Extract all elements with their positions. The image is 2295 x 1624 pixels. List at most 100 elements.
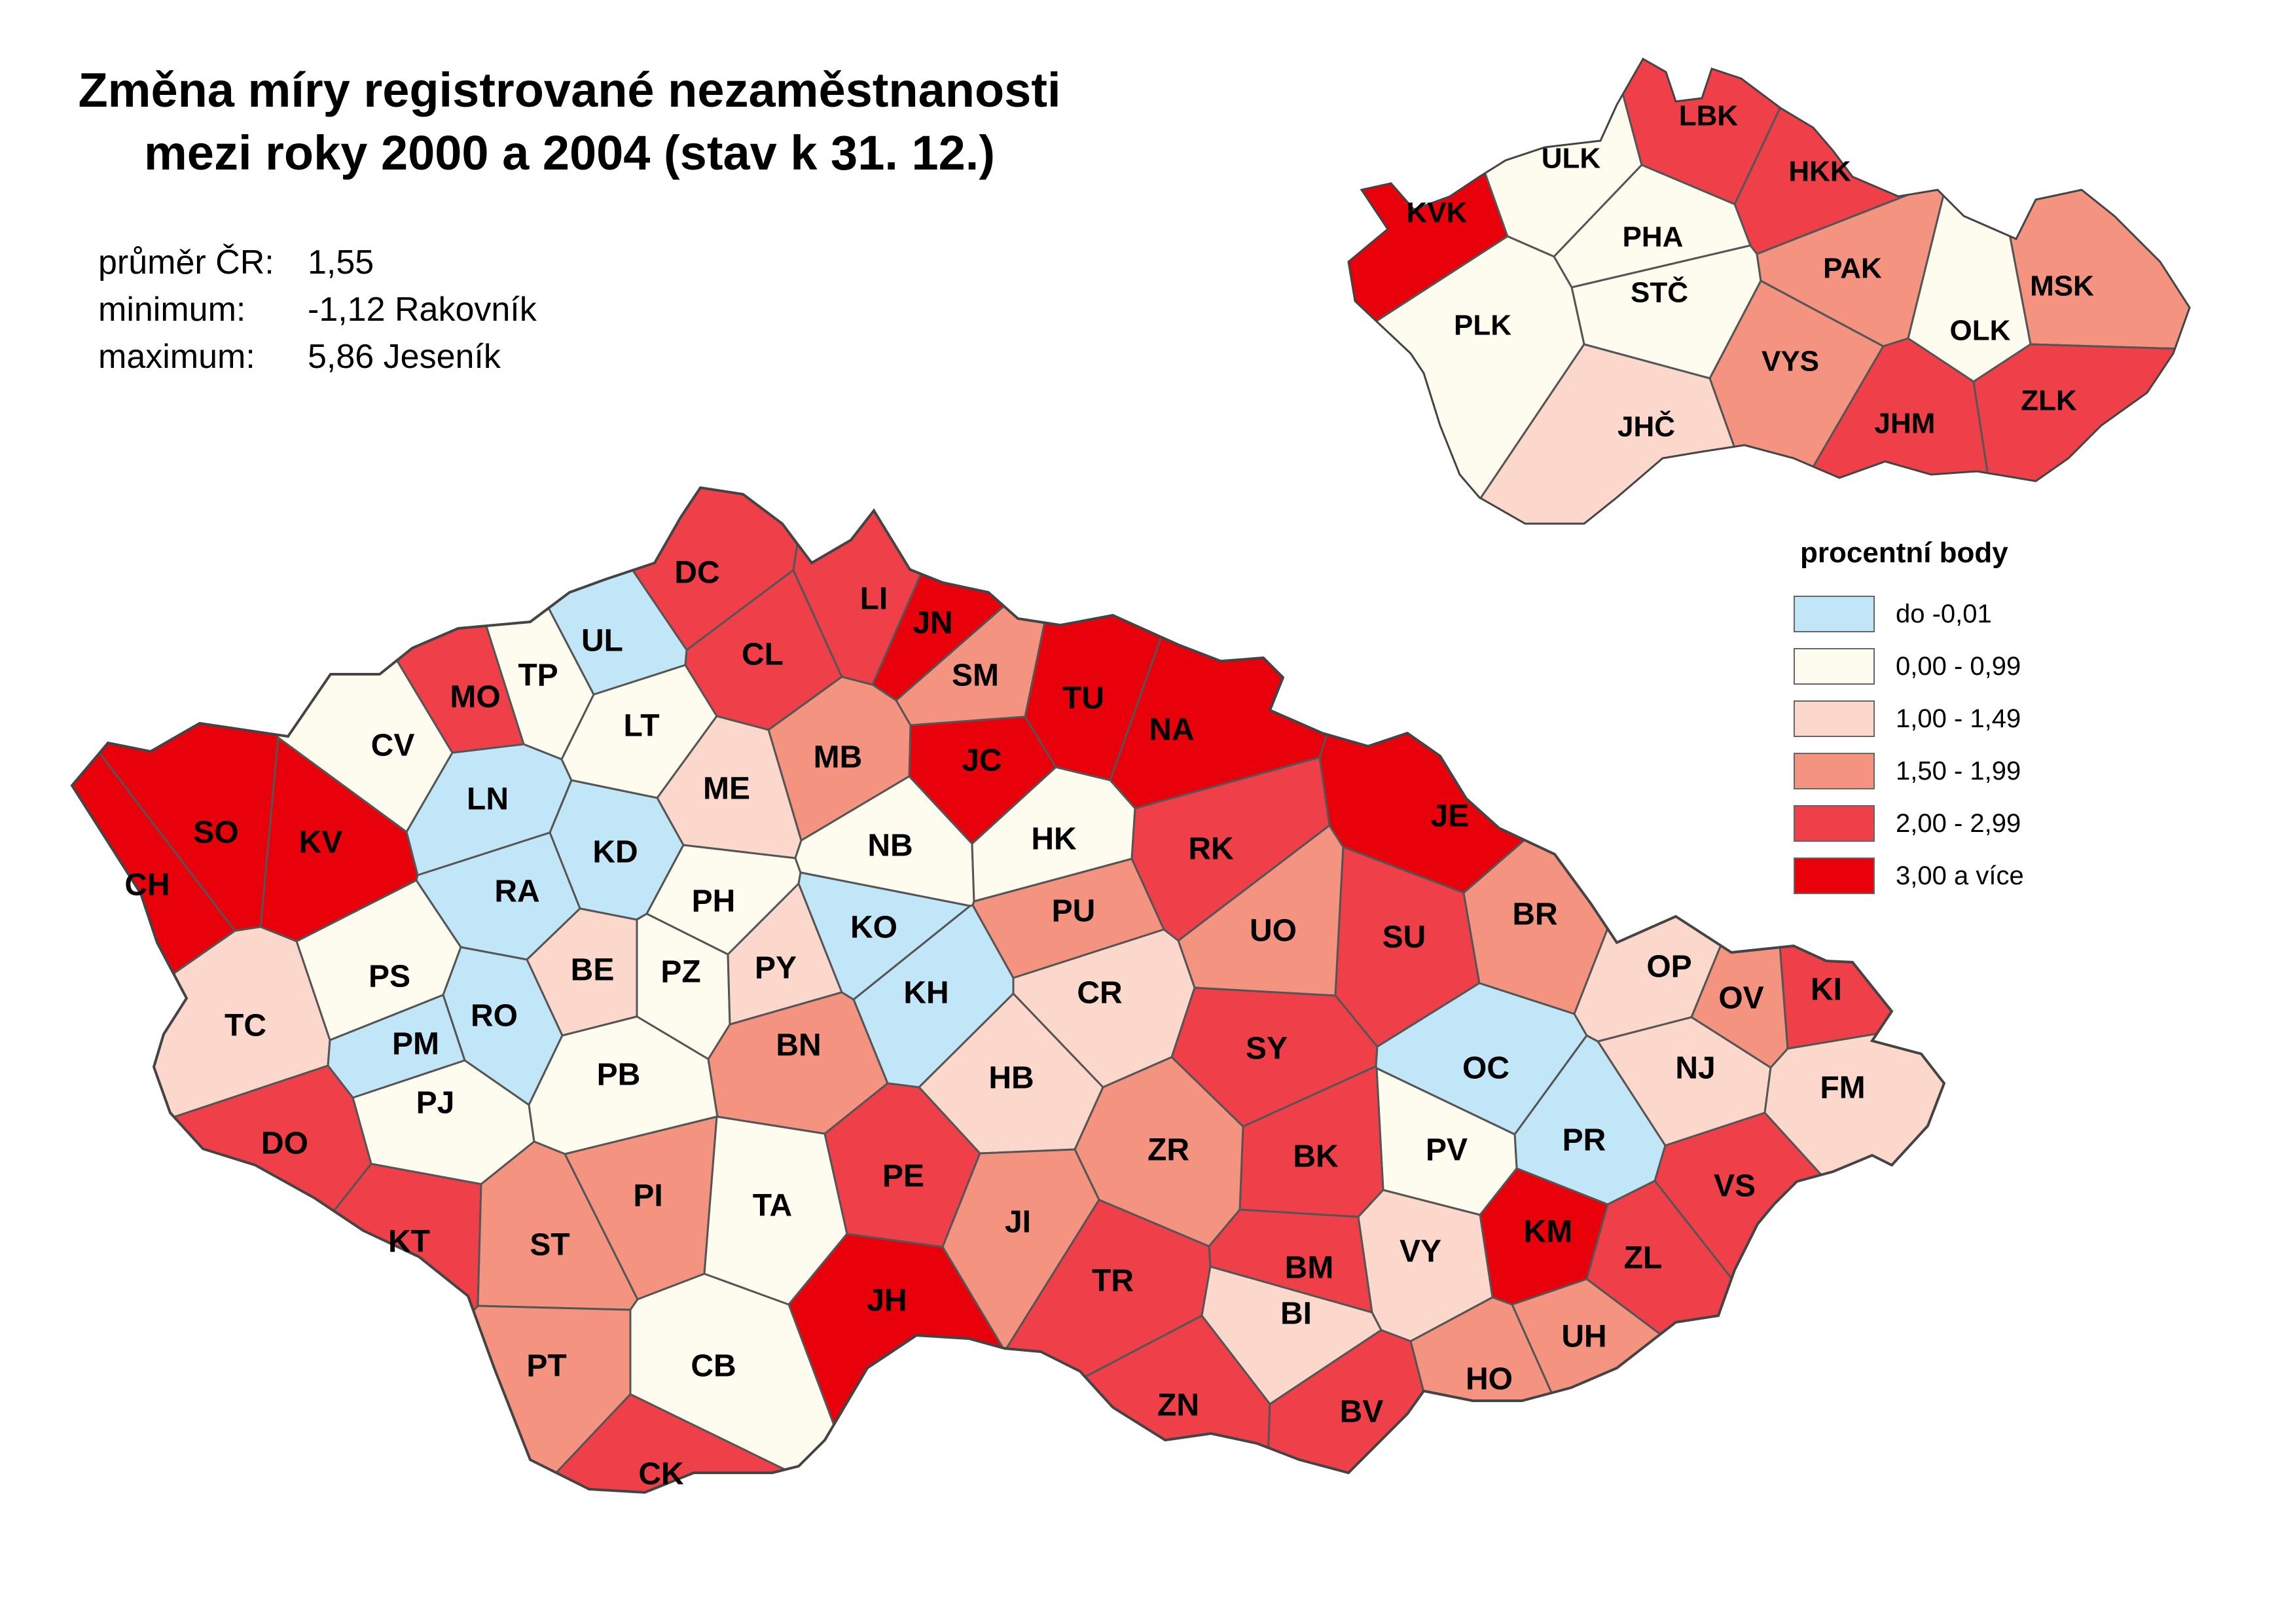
district-label-zr: ZR (1148, 1133, 1189, 1168)
district-label-fm: FM (1820, 1071, 1865, 1106)
district-label-rk: RK (1188, 832, 1234, 867)
district-label-su: SU (1382, 920, 1426, 955)
district-label-je: JE (1431, 799, 1470, 834)
region-label-kvk: KVK (1407, 197, 1468, 229)
legend-swatch (1794, 700, 1875, 737)
district-map (72, 488, 1944, 1492)
district-label-ov: OV (1718, 981, 1763, 1016)
region-label-jhm: JHM (1875, 408, 1936, 440)
district-label-na: NA (1149, 713, 1194, 748)
region-label-lbk: LBK (1679, 100, 1739, 132)
region-label-stč: STČ (1631, 276, 1688, 309)
district-label-st: ST (530, 1228, 569, 1263)
legend-item: 1,00 - 1,49 (1794, 693, 2024, 745)
district-label-be: BE (571, 953, 615, 988)
district-label-hb: HB (988, 1061, 1034, 1096)
region-label-vys: VYS (1762, 346, 1819, 378)
district-label-pz: PZ (660, 955, 700, 990)
legend-swatch (1794, 805, 1875, 842)
district-label-pe: PE (882, 1159, 924, 1194)
legend-title: procentní body (1800, 537, 2008, 569)
legend-item: 3,00 a více (1794, 850, 2024, 902)
district-label-kd: KD (592, 835, 638, 870)
map-legend: procentní body do -0,01 0,00 - 0,99 1,00… (1794, 537, 2024, 902)
district-label-uo: UO (1250, 914, 1297, 948)
district-label-cl: CL (742, 638, 784, 672)
district-label-nj: NJ (1675, 1051, 1715, 1086)
country-border (70, 486, 1946, 1494)
legend-label: 2,00 - 2,99 (1896, 808, 2021, 838)
district-label-mb: MB (814, 740, 863, 775)
region-label-zlk: ZLK (2021, 385, 2077, 417)
district-label-ki: KI (1811, 973, 1842, 1007)
district-label-ph: PH (692, 884, 736, 919)
district-label-ck: CK (638, 1457, 684, 1492)
district-label-km: KM (1524, 1215, 1573, 1250)
district-label-jh: JH (867, 1284, 907, 1318)
district-label-ln: LN (467, 782, 509, 817)
district-label-mo: MO (450, 680, 500, 715)
district-label-hk: HK (1031, 822, 1077, 857)
district-label-py: PY (755, 951, 797, 986)
legend-item: 1,50 - 1,99 (1794, 745, 2024, 797)
legend-swatch (1794, 753, 1875, 789)
district-label-bv: BV (1340, 1395, 1384, 1430)
stat-average: průměr ČR: 1,55 (98, 244, 374, 281)
district-label-bn: BN (776, 1028, 821, 1063)
district-label-ra: RA (494, 875, 539, 909)
region-label-pha: PHA (1623, 221, 1684, 253)
district-label-tc: TC (225, 1009, 266, 1043)
district-label-pv: PV (1426, 1133, 1468, 1168)
district-label-br: BR (1512, 897, 1557, 932)
district-label-tr: TR (1092, 1264, 1134, 1299)
district-ki (1769, 488, 1944, 1050)
legend-item: do -0,01 (1794, 588, 2024, 640)
region-label-ulk: ULK (1542, 143, 1601, 175)
summary-statistics: průměr ČR: 1,55 minimum: -1,12 Rakovník ma… (98, 239, 537, 380)
district-label-ps: PS (369, 960, 410, 994)
district-label-lt: LT (623, 709, 659, 744)
district-label-kv: KV (299, 825, 343, 860)
district-label-bm: BM (1285, 1251, 1334, 1286)
legend-swatch (1794, 857, 1875, 894)
map-title: Změna míry registrované nezaměstnanosti … (39, 59, 1100, 185)
district-label-sm: SM (952, 659, 999, 693)
district-label-cb: CB (691, 1349, 736, 1384)
district-label-dc: DC (674, 556, 719, 590)
region-label-pak: PAK (1823, 253, 1882, 285)
district-label-tu: TU (1062, 681, 1104, 716)
region-msk (1987, 59, 2190, 352)
inset-country-border (1347, 57, 2191, 525)
district-label-uh: UH (1561, 1320, 1606, 1354)
district-label-bi: BI (1280, 1297, 1312, 1331)
district-label-li: LI (860, 582, 888, 617)
district-label-kh: KH (903, 976, 949, 1011)
district-label-ro: RO (471, 999, 518, 1034)
legend-label: 0,00 - 0,99 (1896, 651, 2021, 681)
region-label-hkk: HKK (1788, 156, 1851, 188)
stat-maximum: maximum: 5,86 Jeseník (98, 338, 501, 376)
region-label-olk: OLK (1950, 315, 2011, 347)
stat-minimum: minimum: -1,12 Rakovník (98, 291, 537, 329)
district-label-pu: PU (1052, 894, 1096, 929)
district-label-cv: CV (371, 729, 415, 763)
legend-swatch (1794, 596, 1875, 632)
district-label-tp: TP (518, 659, 558, 693)
district-label-bk: BK (1293, 1140, 1339, 1174)
district-label-ji: JI (1005, 1205, 1031, 1240)
district-label-op: OP (1646, 950, 1691, 984)
district-do (72, 1064, 372, 1492)
district-label-zn: ZN (1157, 1388, 1199, 1423)
district-cb (629, 1272, 867, 1492)
district-label-pb: PB (597, 1058, 641, 1092)
district-label-pt: PT (526, 1349, 566, 1384)
district-bv (1263, 1329, 1471, 1492)
legend-item: 0,00 - 0,99 (1794, 640, 2024, 693)
district-label-pm: PM (392, 1027, 439, 1062)
map-title-line-2: mezi roky 2000 a 2004 (stav k 31. 12.) (144, 126, 995, 180)
district-label-pr: PR (1563, 1123, 1606, 1158)
region-label-jhč: JHČ (1617, 410, 1675, 443)
district-label-jc: JC (962, 744, 1002, 778)
district-label-sy: SY (1246, 1032, 1288, 1066)
region-zlk (1972, 343, 2190, 524)
